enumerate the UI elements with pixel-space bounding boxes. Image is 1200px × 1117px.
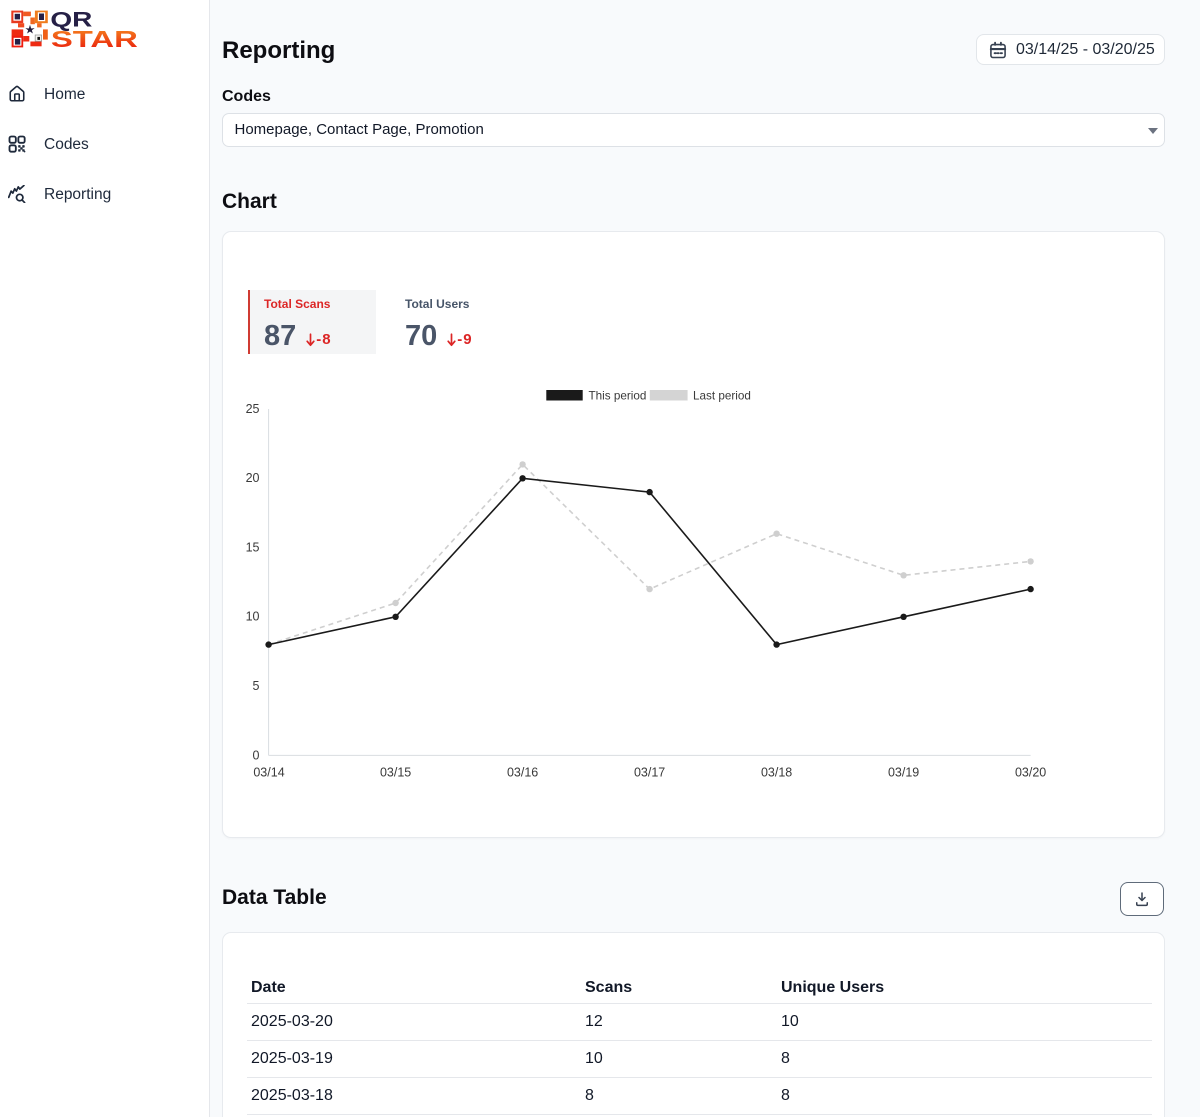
svg-text:03/17: 03/17 — [634, 766, 665, 780]
svg-text:03/18: 03/18 — [761, 766, 792, 780]
svg-text:03/19: 03/19 — [888, 766, 919, 780]
svg-text:03/16: 03/16 — [507, 766, 538, 780]
svg-text:5: 5 — [253, 679, 260, 693]
svg-text:03/14: 03/14 — [253, 766, 284, 780]
svg-text:Last period: Last period — [693, 390, 751, 403]
svg-text:STAR: STAR — [51, 26, 138, 50]
svg-text:20: 20 — [246, 471, 260, 485]
svg-text:15: 15 — [246, 540, 260, 554]
svg-text:03/20: 03/20 — [1015, 766, 1046, 780]
svg-text:0: 0 — [253, 748, 260, 762]
svg-text:10: 10 — [246, 610, 260, 624]
svg-text:QR: QR — [50, 9, 92, 32]
svg-text:25: 25 — [246, 402, 260, 416]
svg-text:This period: This period — [589, 390, 647, 403]
svg-text:03/15: 03/15 — [380, 766, 411, 780]
